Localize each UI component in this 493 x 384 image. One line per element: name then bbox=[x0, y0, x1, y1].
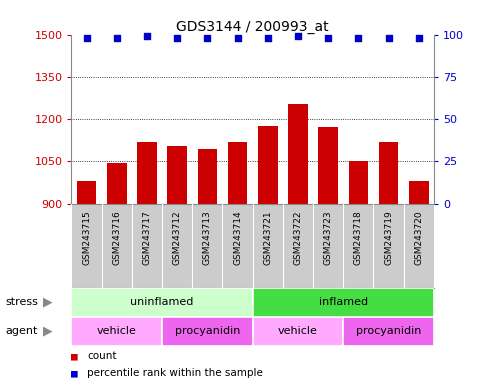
Point bbox=[264, 35, 272, 41]
Bar bbox=[167, 146, 187, 204]
Text: GSM243717: GSM243717 bbox=[142, 210, 151, 265]
Text: ■: ■ bbox=[71, 368, 78, 378]
Bar bbox=[349, 161, 368, 204]
Text: GSM243723: GSM243723 bbox=[323, 210, 333, 265]
Text: procyanidin: procyanidin bbox=[356, 326, 421, 336]
Title: GDS3144 / 200993_at: GDS3144 / 200993_at bbox=[176, 20, 329, 33]
Text: stress: stress bbox=[5, 297, 38, 308]
Text: GSM243721: GSM243721 bbox=[263, 210, 272, 265]
Text: GSM243715: GSM243715 bbox=[82, 210, 91, 265]
Text: GSM243714: GSM243714 bbox=[233, 210, 242, 265]
Point bbox=[83, 35, 91, 41]
Text: uninflamed: uninflamed bbox=[130, 297, 194, 308]
Bar bbox=[71, 288, 252, 317]
Text: ■: ■ bbox=[71, 351, 78, 361]
Text: vehicle: vehicle bbox=[97, 326, 137, 336]
Point bbox=[204, 35, 211, 41]
Point bbox=[173, 35, 181, 41]
Text: vehicle: vehicle bbox=[278, 326, 318, 336]
Text: ▶: ▶ bbox=[43, 296, 53, 309]
Text: inflamed: inflamed bbox=[318, 297, 368, 308]
Bar bbox=[318, 127, 338, 204]
Text: GSM243712: GSM243712 bbox=[173, 210, 182, 265]
Bar bbox=[71, 317, 162, 346]
Text: count: count bbox=[87, 351, 117, 361]
Point bbox=[415, 35, 423, 41]
Text: GSM243718: GSM243718 bbox=[354, 210, 363, 265]
Text: agent: agent bbox=[5, 326, 37, 336]
Bar bbox=[252, 288, 434, 317]
Bar bbox=[258, 126, 278, 204]
Point bbox=[385, 35, 392, 41]
Point bbox=[143, 33, 151, 39]
Point bbox=[354, 35, 362, 41]
Bar bbox=[198, 149, 217, 204]
Bar bbox=[137, 142, 157, 204]
Bar bbox=[379, 142, 398, 204]
Bar bbox=[228, 142, 247, 204]
Bar bbox=[107, 163, 127, 204]
Bar bbox=[77, 181, 97, 204]
Bar bbox=[409, 181, 428, 204]
Point bbox=[324, 35, 332, 41]
Text: ▶: ▶ bbox=[43, 325, 53, 338]
Point bbox=[113, 35, 121, 41]
Text: GSM243713: GSM243713 bbox=[203, 210, 212, 265]
Bar bbox=[252, 317, 343, 346]
Point bbox=[294, 33, 302, 39]
Bar bbox=[288, 104, 308, 204]
Text: GSM243720: GSM243720 bbox=[414, 210, 423, 265]
Bar bbox=[343, 317, 434, 346]
Text: GSM243722: GSM243722 bbox=[293, 210, 303, 265]
Text: GSM243719: GSM243719 bbox=[384, 210, 393, 265]
Bar bbox=[162, 317, 252, 346]
Point bbox=[234, 35, 242, 41]
Text: percentile rank within the sample: percentile rank within the sample bbox=[87, 368, 263, 378]
Text: procyanidin: procyanidin bbox=[175, 326, 240, 336]
Text: GSM243716: GSM243716 bbox=[112, 210, 121, 265]
